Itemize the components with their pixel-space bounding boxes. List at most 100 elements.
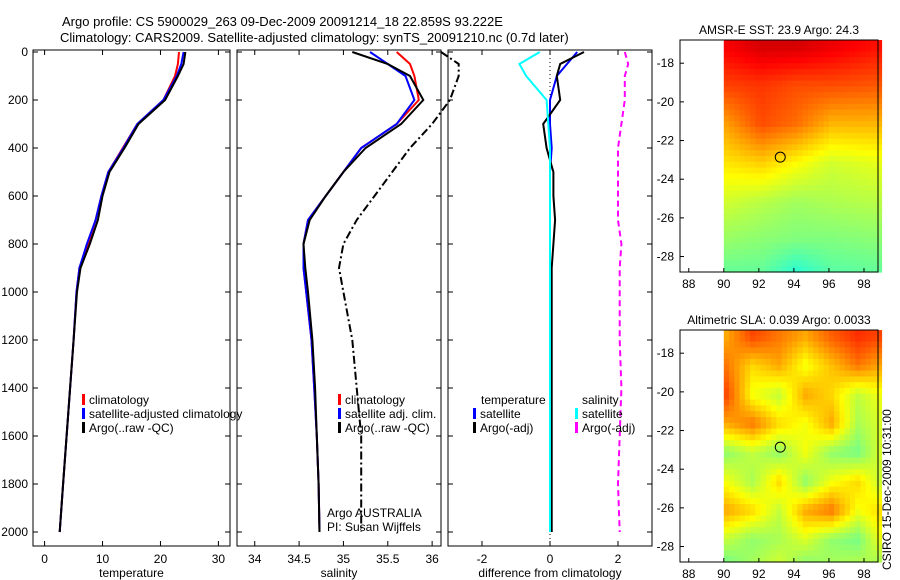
map-cell bbox=[802, 533, 809, 540]
map-cell bbox=[828, 434, 835, 441]
map-cell bbox=[844, 411, 851, 418]
map-cell bbox=[855, 469, 862, 476]
x-tick-label: 92 bbox=[752, 277, 766, 291]
map-cell bbox=[755, 214, 762, 221]
map-cell bbox=[739, 353, 746, 360]
map-cell bbox=[744, 45, 751, 53]
map-cell bbox=[807, 243, 814, 250]
map-cell bbox=[871, 196, 877, 203]
map-cell bbox=[834, 98, 841, 105]
map-cell bbox=[844, 359, 851, 366]
map-cell bbox=[776, 486, 783, 493]
map-cell bbox=[876, 80, 883, 87]
map-cell bbox=[813, 521, 820, 528]
map-cell bbox=[860, 451, 867, 459]
map-cell bbox=[786, 196, 793, 203]
map-cell bbox=[739, 208, 746, 215]
map-cell bbox=[729, 556, 735, 563]
map-cell bbox=[744, 225, 751, 232]
map-cell bbox=[755, 498, 762, 505]
map-cell bbox=[813, 446, 820, 453]
map-cell bbox=[850, 469, 856, 476]
map-cell bbox=[771, 509, 777, 517]
map-cell bbox=[839, 266, 846, 273]
map-cell bbox=[786, 498, 793, 505]
map-cell bbox=[839, 451, 846, 459]
map-cell bbox=[807, 359, 814, 366]
map-cell bbox=[813, 434, 820, 441]
map-cell bbox=[755, 434, 762, 441]
map-cell bbox=[781, 45, 788, 53]
map-cell bbox=[729, 463, 735, 470]
map-cell bbox=[839, 347, 846, 354]
map-cell bbox=[729, 509, 735, 517]
map-cell bbox=[839, 103, 846, 111]
map-cell bbox=[813, 202, 820, 209]
map-cell bbox=[744, 533, 751, 540]
map-cell bbox=[776, 40, 783, 47]
map-cell bbox=[765, 150, 772, 157]
map-cell bbox=[823, 103, 830, 111]
map-cell bbox=[739, 51, 746, 58]
map-cell bbox=[755, 80, 762, 87]
map-cell bbox=[729, 498, 735, 505]
map-cell bbox=[765, 167, 772, 174]
map-cell bbox=[744, 161, 751, 169]
map-cell bbox=[723, 364, 730, 372]
map-cell bbox=[802, 196, 809, 203]
map-cell bbox=[876, 121, 883, 128]
map-cell bbox=[818, 243, 825, 250]
map-cell bbox=[802, 446, 809, 453]
map-cell bbox=[760, 103, 767, 111]
map-cell bbox=[723, 475, 730, 482]
map-cell bbox=[865, 132, 872, 140]
map-cell bbox=[807, 434, 814, 441]
map-cell bbox=[765, 86, 772, 93]
map-cell bbox=[802, 127, 809, 134]
map-cell bbox=[765, 556, 772, 563]
map-cell bbox=[797, 544, 804, 551]
map-cell bbox=[802, 237, 809, 244]
map-cell bbox=[786, 480, 793, 488]
map-cell bbox=[871, 74, 877, 82]
map-cell bbox=[813, 266, 820, 273]
map-cell bbox=[844, 550, 851, 557]
map-cell bbox=[797, 63, 804, 70]
map-cell bbox=[792, 51, 798, 58]
map-cell bbox=[781, 260, 788, 267]
map-cell bbox=[771, 498, 777, 505]
map-cell bbox=[802, 341, 809, 348]
map-cell bbox=[786, 440, 793, 447]
map-cell bbox=[802, 492, 809, 499]
map-cell bbox=[860, 335, 867, 343]
map-cell bbox=[776, 475, 783, 482]
map-cell bbox=[807, 527, 814, 534]
map-cell bbox=[755, 422, 762, 430]
map-cell bbox=[723, 138, 730, 145]
map-cell bbox=[744, 40, 751, 47]
map-cell bbox=[807, 515, 814, 522]
map-cell bbox=[750, 393, 756, 401]
map-cell bbox=[834, 451, 841, 459]
map-cell bbox=[765, 353, 772, 360]
map-cell bbox=[755, 469, 762, 476]
map-cell bbox=[865, 92, 872, 99]
map-cell bbox=[813, 451, 820, 459]
map-cell bbox=[839, 382, 846, 389]
map-cell bbox=[807, 492, 814, 499]
map-cell bbox=[860, 463, 867, 470]
map-cell bbox=[750, 167, 756, 174]
map-cell bbox=[813, 86, 820, 93]
map-cell bbox=[860, 161, 867, 169]
map-cell bbox=[865, 492, 872, 499]
map-cell bbox=[786, 515, 793, 522]
map-cell bbox=[823, 544, 830, 551]
map-cell bbox=[771, 382, 777, 389]
map-cell bbox=[813, 475, 820, 482]
map-cell bbox=[786, 214, 793, 221]
map-cell bbox=[855, 219, 862, 227]
map-cell bbox=[771, 364, 777, 372]
map-cell bbox=[813, 538, 820, 546]
map-cell bbox=[807, 463, 814, 470]
map-cell bbox=[797, 57, 804, 64]
